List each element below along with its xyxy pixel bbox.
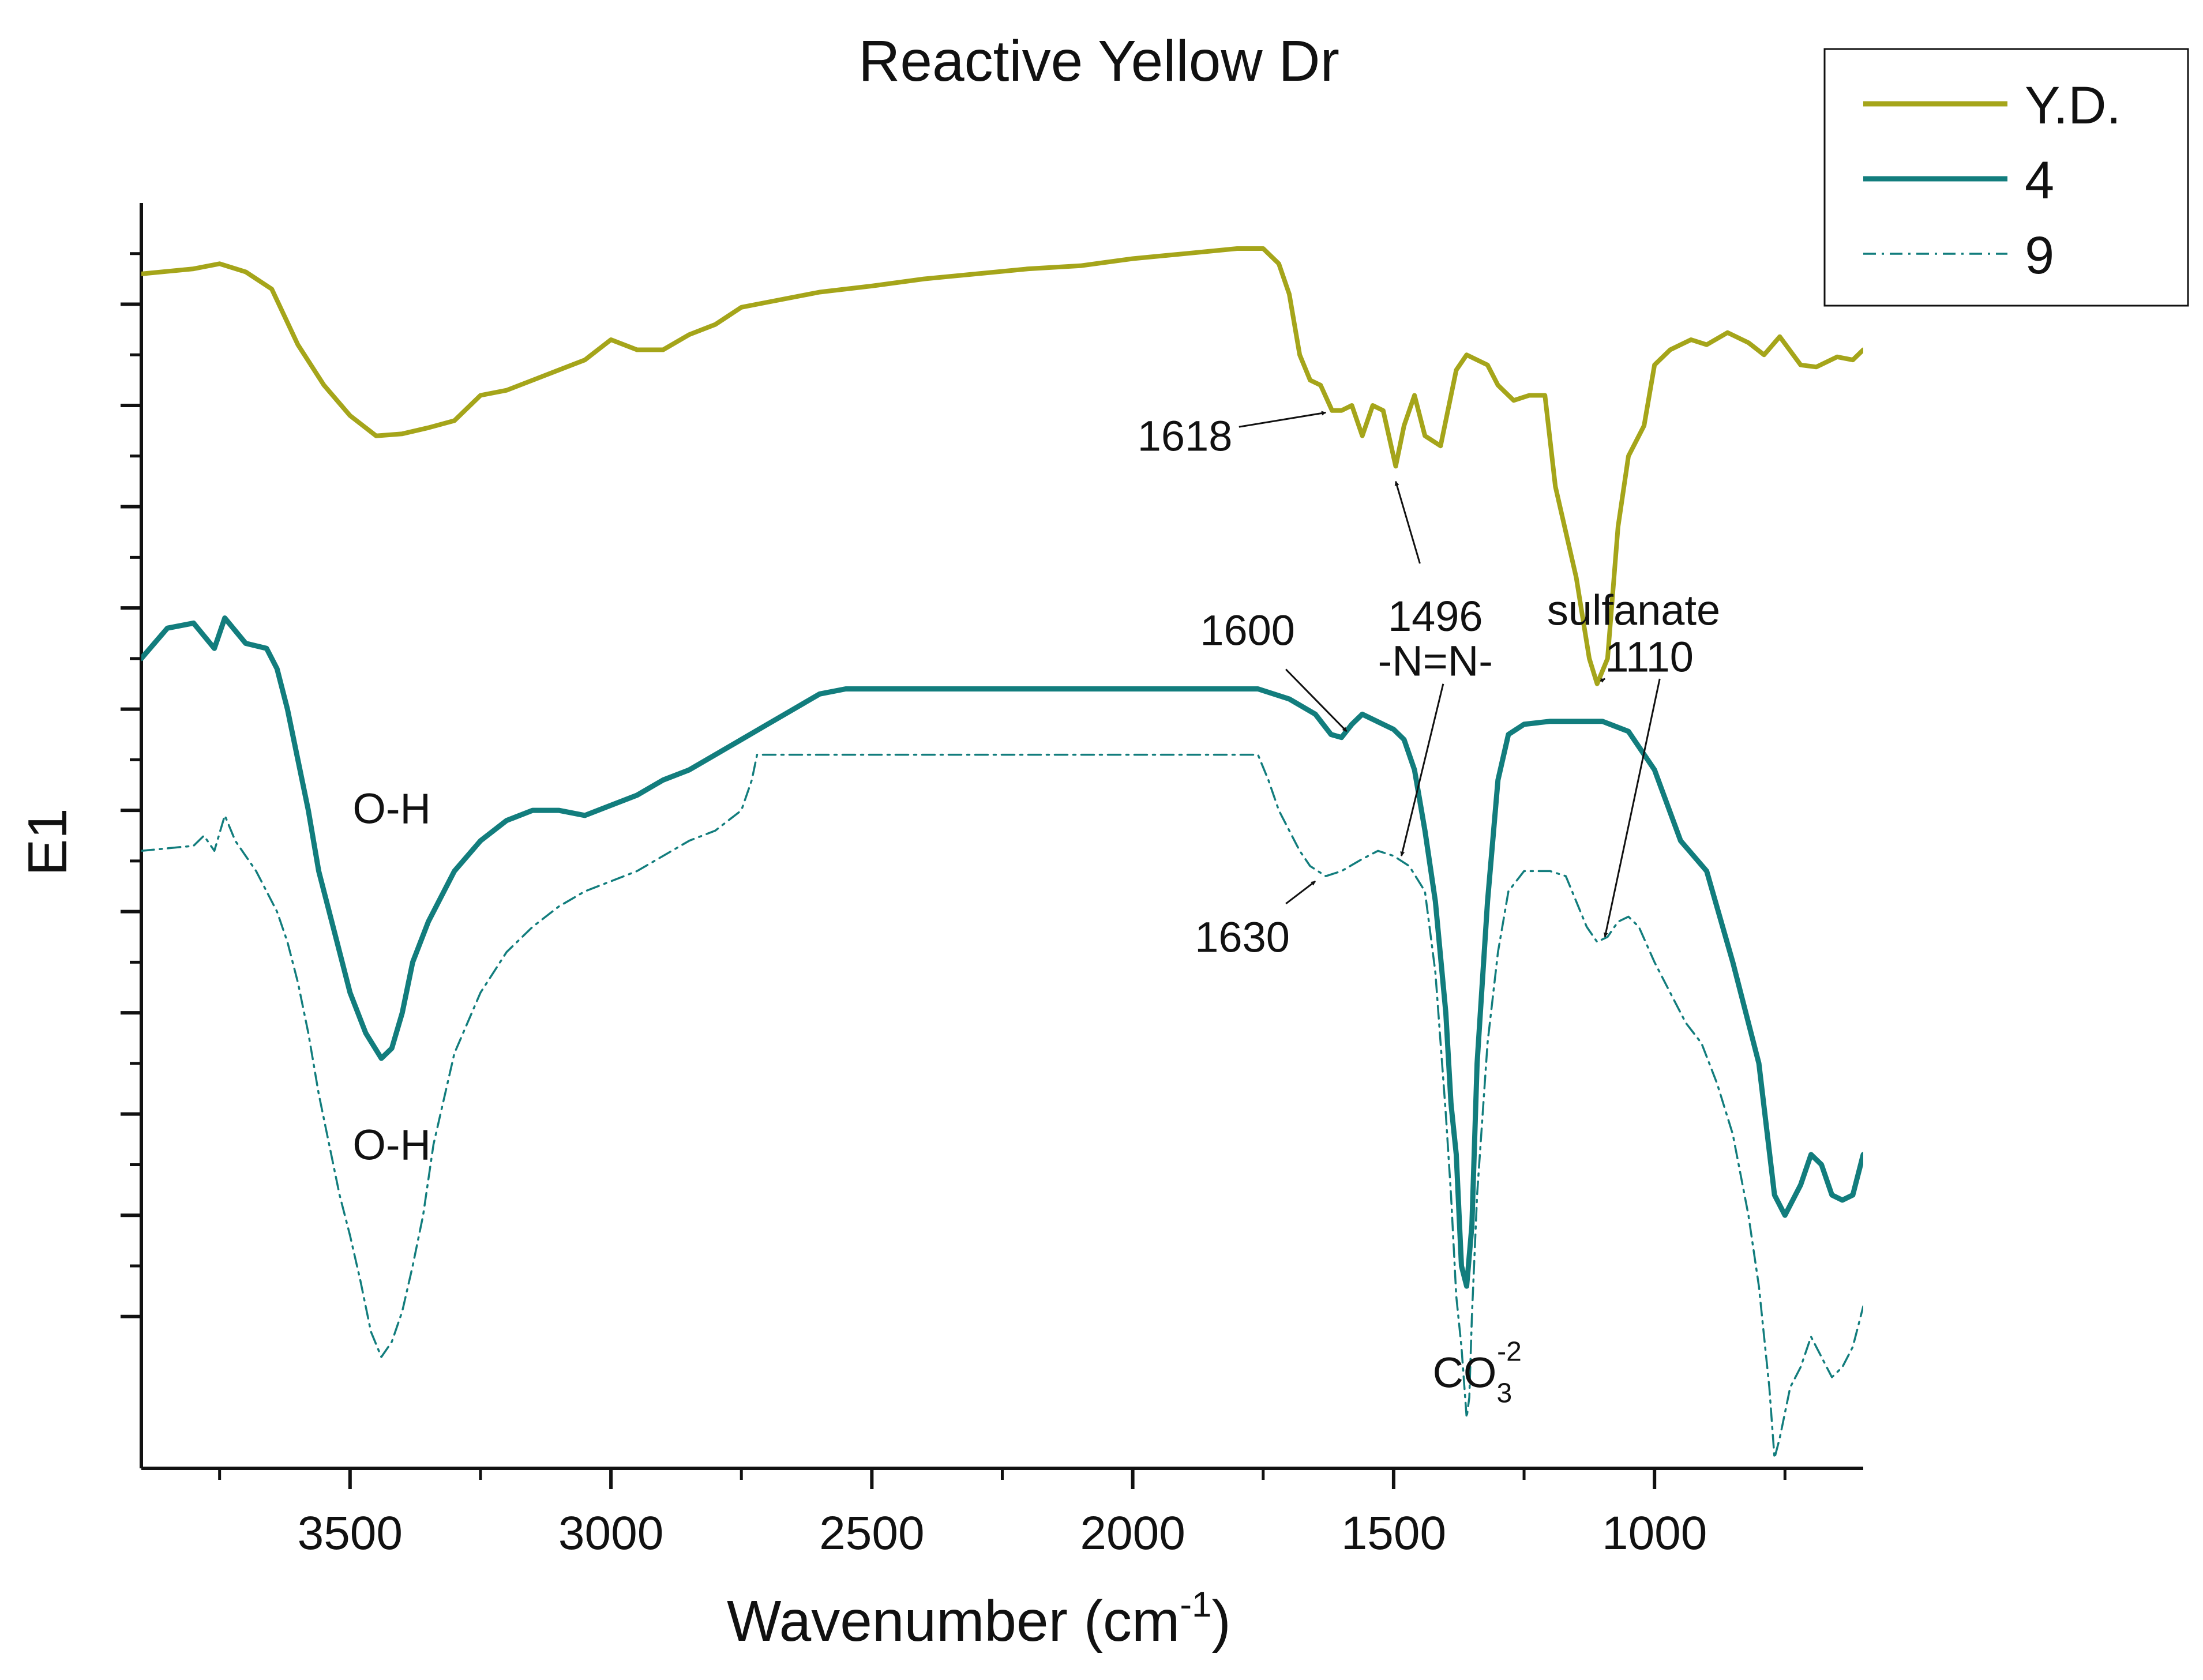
series-group [141,246,1863,1460]
x-axis-ticks: 3500 3000 2500 2000 1500 1000 [218,1468,1787,1559]
annotation-arrow [1400,683,1444,856]
x-tick-label: 1500 [1341,1507,1446,1559]
annotation-label: O-H [352,1121,431,1168]
annotation-arrow [1239,411,1327,428]
x-tick-label: 3500 [298,1507,403,1559]
x-axis-label-sup: -1 [1180,1585,1211,1625]
chart-title: Reactive Yellow Dr [858,29,1339,93]
series-line-YD [141,246,1863,686]
annotation-label: 1496 [1388,592,1483,640]
annotation-label: O-H [352,785,431,833]
series-line-9 [141,753,1863,1460]
annotation-arrow [1603,678,1661,938]
annotation-arrow [1600,678,1605,683]
legend-label: 4 [2025,151,2054,210]
annotation-label: sulfanate [1547,587,1720,634]
annotation-label: 1110 [1605,633,1694,681]
annotation-subscript: 3 [1496,1378,1512,1408]
x-axis-label: Wavenumber (cm-1) [727,1585,1231,1653]
legend-label: Y.D. [2025,76,2121,135]
x-axis-label-end: ) [1212,1589,1231,1653]
x-tick-label: 1000 [1602,1507,1707,1559]
legend-label: 9 [2025,226,2054,285]
annotation-superscript: -2 [1497,1336,1522,1367]
annotation-arrow [1285,668,1348,732]
x-tick-label: 3000 [558,1507,663,1559]
annotation-label: -N=N- [1378,637,1493,685]
x-axis-label-main: Wavenumber (cm [727,1589,1180,1653]
annotation-label: 1600 [1200,607,1295,655]
annotation-label: CO3-2 [1432,1336,1521,1408]
series-line-4 [141,615,1863,1289]
legend: Y.D. 4 9 [1823,48,2189,307]
legend-entries: Y.D. 4 9 [1863,76,2121,285]
x-tick-label: 2500 [819,1507,924,1559]
x-tick-label: 2000 [1080,1507,1185,1559]
y-axis-ticks [121,252,141,1318]
annotation-label: 1618 [1138,412,1233,460]
annotation-arrow [1285,880,1316,905]
annotation-arrow [1394,480,1421,564]
annotation-label: 1630 [1195,914,1290,961]
y-axis-label: E1 [17,808,78,875]
